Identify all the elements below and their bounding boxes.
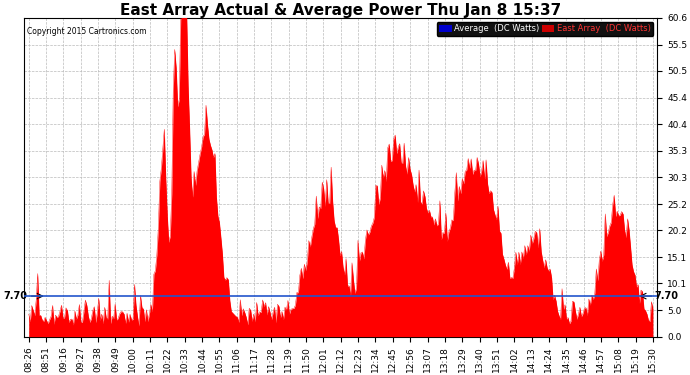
Text: Copyright 2015 Cartronics.com: Copyright 2015 Cartronics.com (28, 27, 147, 36)
Text: 7.70: 7.70 (3, 291, 27, 301)
Text: 7.70: 7.70 (654, 291, 678, 301)
Title: East Array Actual & Average Power Thu Jan 8 15:37: East Array Actual & Average Power Thu Ja… (120, 3, 562, 18)
Legend: Average  (DC Watts), East Array  (DC Watts): Average (DC Watts), East Array (DC Watts… (437, 22, 653, 36)
